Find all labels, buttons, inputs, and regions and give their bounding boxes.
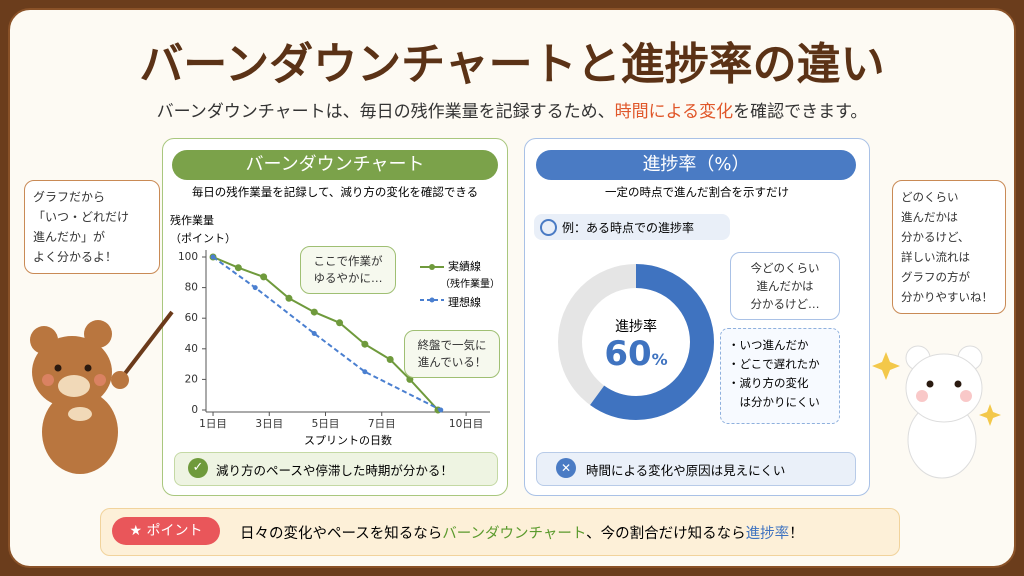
data-point [252,285,258,291]
burndown-heading: バーンダウンチャート [172,150,498,180]
progress-note: 今どのくらい 進んだかは 分かるけど… [730,252,840,320]
legend-entry: 理想線 [448,296,481,309]
subtitle-highlight: 時間による変化 [614,102,734,122]
x-tick-label: 1日目 [199,418,227,430]
bear-right-speech: どのくらい 進んだかは 分かるけど、 詳しい流れは グラフの方が 分かりやすいね… [892,180,1006,314]
burndown-description: 毎日の残作業量を記録して、減り方の変化を確認できる [191,185,479,199]
limit-item: ・いつ進んだか [728,338,809,352]
data-point [362,369,368,375]
point-text-part: ！ [789,526,804,542]
annotation: 終盤で一気に 進んでいる！ [404,330,500,378]
legend-entry: 実績線 [448,260,481,273]
y-tick-label: 100 [178,251,198,263]
example-label: 例：ある時点での進捗率 [562,221,695,235]
data-point [310,308,318,316]
subtitle: バーンダウンチャートは、毎日の残作業量を記録するため、時間による変化を確認できま… [0,97,1024,122]
progress-footer: 時間による変化や原因は見えにくい [586,463,786,478]
point-text-part: 、今の割合だけ知るなら [586,526,746,542]
clock-icon [540,219,557,236]
x-tick-label: 7日目 [368,418,396,430]
point-box [100,508,900,556]
x-tick-label: 5日目 [312,418,340,430]
series-line [212,256,442,411]
point-badge: ★ ポイント [112,517,220,545]
data-point [336,319,344,327]
y-axis-label: 残作業量 （ポイント） [170,214,236,245]
data-point [311,331,317,336]
point-text-highlight: 進捗率 [745,526,790,542]
annotation: ここで作業が ゆるやかに… [300,246,396,294]
bear-left [30,310,174,474]
data-point [386,356,394,364]
data-point [260,273,268,281]
limit-item: ・減り方の変化 は分かりにくい [728,376,820,409]
point-text-highlight: バーンダウンチャート [442,526,587,542]
burndown-footer-box [174,452,498,486]
series-line [212,256,439,411]
cross-icon: ✕ [556,458,576,478]
point-text: 日々の変化やペースを知るならバーンダウンチャート、今の割合だけ知るなら進捗率！ [240,522,804,543]
data-point [285,294,293,302]
burndown-panel [162,138,508,496]
point-badge-text: ポイント [146,523,203,539]
y-tick-label: 0 [191,404,198,416]
bear-left-speech: グラフだから 「いつ・どれだけ 進んだか」が よく分かるよ！ [24,180,160,274]
x-axis-label: スプリントの日数 [304,434,392,447]
donut-arc [558,264,714,420]
burndown-footer: 減り方のペースや停滞した時期が分かる！ [216,463,453,478]
data-point [438,407,444,413]
example-box [534,214,730,240]
check-icon: ✓ [188,458,208,478]
y-tick-label: 80 [185,282,198,294]
progress-description: 一定の時点で進んだ割合を示すだけ [605,185,789,199]
subtitle-text: バーンダウンチャートは、毎日の残作業量を記録するため、 [156,102,615,122]
x-tick-label: 10日目 [449,418,483,430]
data-point [234,264,242,272]
data-point [361,340,369,348]
subtitle-text: を確認できます。 [733,102,868,122]
y-tick-label: 20 [185,373,198,385]
legend-note: （残作業量） [440,279,500,290]
y-tick-label: 60 [185,312,198,324]
limits-box [720,328,840,424]
donut-value-unit: % [651,350,668,369]
point-text-part: 日々の変化やペースを知るなら [240,526,443,542]
bear-right [872,345,1001,479]
progress-heading: 進捗率（%） [536,150,856,180]
donut-label: 進捗率 [615,319,657,335]
y-tick-label: 40 [185,343,198,355]
x-tick-label: 3日目 [255,418,283,430]
title: バーンダウンチャートと進捗率の違い [139,39,885,90]
limit-item: ・どこで遅れたか [728,357,820,371]
donut-value: 60% [586,334,686,374]
progress-footer-box [536,452,856,486]
data-point [210,254,216,260]
donut-value-number: 60 [604,334,652,374]
